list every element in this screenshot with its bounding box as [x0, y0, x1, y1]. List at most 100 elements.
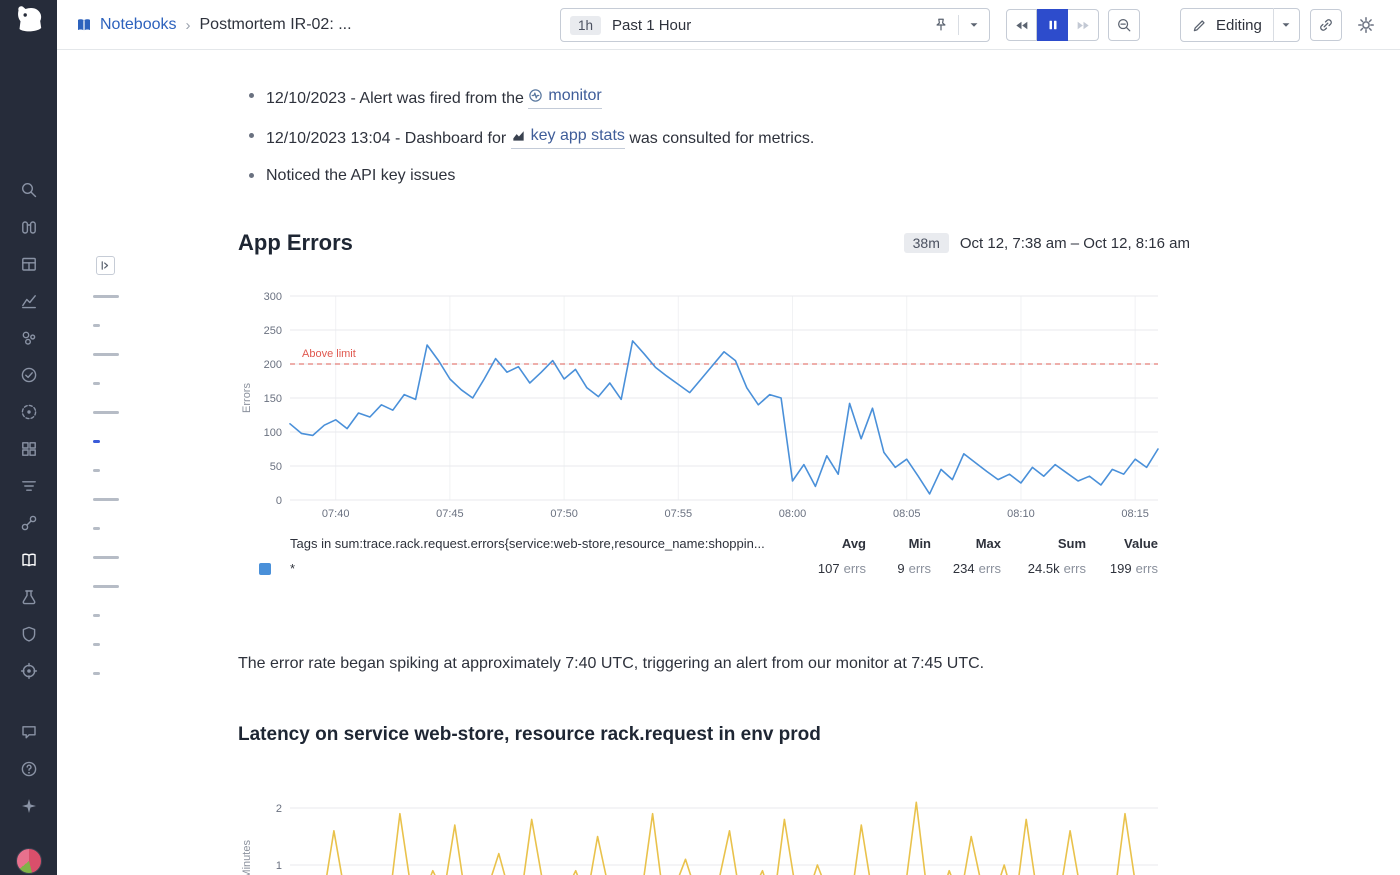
copy-link-button[interactable]: [1310, 9, 1342, 41]
svg-text:07:55: 07:55: [665, 508, 693, 520]
outline-expand-button[interactable]: [96, 256, 115, 275]
legend-row[interactable]: * 107 errs 9 errs 234 errs 24.5k errs 199 errs: [238, 561, 1158, 576]
rewind-icon: [1016, 21, 1028, 29]
rewind-button[interactable]: [1006, 9, 1037, 41]
app-errors-cell-header: App Errors 38m Oct 12, 7:38 am – Oct 12,…: [238, 230, 1190, 256]
outline-mark[interactable]: [93, 382, 100, 385]
pause-button[interactable]: [1037, 9, 1068, 41]
series-swatch: [259, 562, 271, 575]
app-errors-timeseries[interactable]: 0 50 100 150 200 250 300 07:40 07:45 07:50 07:55 08…: [238, 286, 1170, 526]
svg-text:08:10: 08:10: [1007, 508, 1035, 520]
legend-column-header: Max: [975, 536, 1001, 551]
cell-title[interactable]: App Errors: [238, 230, 353, 255]
chart-timerange: Oct 12, 7:38 am – Oct 12, 8:16 am: [959, 234, 1190, 252]
duration-badge: 38m: [903, 233, 949, 253]
outline-mark[interactable]: [93, 353, 119, 356]
avatar[interactable]: [15, 848, 42, 874]
app-errors-chart[interactable]: 0 50 100 150 200 250 300 07:40 07:45 07:50 07:55 08…: [238, 286, 1170, 526]
legend-tags-label: Tags in sum:trace.rack.request.errors{se…: [290, 536, 765, 551]
error-tracking-target-icon[interactable]: [20, 662, 38, 680]
dashboards-icon[interactable]: [20, 255, 38, 273]
search-icon[interactable]: [20, 181, 38, 199]
breadcrumb: Notebooks › Postmortem IR-02: ...: [75, 0, 352, 50]
outline-mark[interactable]: [93, 295, 119, 298]
outline-mark[interactable]: [93, 324, 100, 327]
editing-mode-selector[interactable]: Editing: [1180, 8, 1300, 42]
divider: [958, 15, 959, 35]
legend-value-cell: 9 errs: [897, 561, 931, 576]
outline-mark[interactable]: [93, 440, 100, 443]
notebook-outline-minimap: [93, 295, 119, 701]
legend-column-header: Avg: [841, 536, 866, 551]
logs-filter-icon[interactable]: [20, 477, 38, 495]
editing-caret[interactable]: [1272, 8, 1299, 42]
outline-mark[interactable]: [93, 614, 100, 617]
zoom-out-icon: [1118, 19, 1131, 32]
bullet-text: 12/10/2023 13:04 - Dashboard for: [266, 130, 511, 147]
outline-mark[interactable]: [93, 469, 100, 472]
infrastructure-icon[interactable]: [20, 329, 38, 347]
legend-column-header: Sum: [1057, 536, 1086, 551]
datadog-logo-icon[interactable]: [11, 4, 47, 36]
chevron-down-icon[interactable]: [968, 19, 980, 31]
notebooks-breadcrumb-link[interactable]: Notebooks: [75, 16, 177, 34]
legend-columns: Avg Min Max Sum Value: [786, 536, 1158, 551]
dashboard-link[interactable]: key app stats: [510, 124, 625, 149]
chat-bubble-icon[interactable]: [20, 723, 38, 741]
svg-text:200: 200: [264, 359, 282, 371]
outline-mark[interactable]: [93, 498, 119, 501]
watchdog-binoculars-icon[interactable]: [20, 218, 38, 236]
pin-timeframe-icon[interactable]: [933, 17, 949, 33]
svg-text:07:40: 07:40: [322, 508, 350, 520]
outline-mark[interactable]: [93, 585, 119, 588]
latency-cell-title[interactable]: Latency on service web-store, resource r…: [238, 724, 821, 745]
top-bar: Notebooks › Postmortem IR-02: ... 1h Pas…: [57, 0, 1400, 50]
svg-text:07:45: 07:45: [436, 508, 464, 520]
time-range-badge: 1h: [570, 15, 602, 35]
breadcrumb-app-label: Notebooks: [100, 16, 177, 33]
notebook-paragraph: The error rate began spiking at approxim…: [238, 655, 985, 672]
breadcrumb-separator: ›: [185, 16, 191, 34]
fast-forward-button[interactable]: [1068, 9, 1099, 41]
fast-forward-icon: [1077, 21, 1089, 29]
time-range-selector[interactable]: 1h Past 1 Hour: [560, 8, 990, 42]
monitor-link[interactable]: monitor: [528, 84, 602, 109]
latency-timeseries[interactable]: 012Minutes: [238, 782, 1170, 875]
list-item: 12/10/2023 - Alert was fired from the mo…: [238, 84, 1198, 110]
playback-controls: [1006, 9, 1099, 41]
legend-column-header: Value: [1124, 536, 1158, 551]
synthetics-gauge-icon[interactable]: [20, 403, 38, 421]
service-map-icon[interactable]: [20, 514, 38, 532]
svg-text:50: 50: [270, 461, 282, 473]
legend-value-cell: 24.5k errs: [1027, 561, 1086, 576]
ci-flask-icon[interactable]: [20, 588, 38, 606]
outline-mark[interactable]: [93, 411, 119, 414]
notebook-title[interactable]: Postmortem IR-02: ...: [199, 16, 352, 33]
settings-button[interactable]: [1350, 9, 1382, 41]
security-shield-icon[interactable]: [20, 625, 38, 643]
svg-text:100: 100: [264, 427, 282, 439]
svg-text:08:00: 08:00: [779, 508, 807, 520]
svg-text:07:50: 07:50: [550, 508, 578, 520]
outline-mark[interactable]: [93, 556, 119, 559]
monitor-icon: [529, 89, 543, 102]
outline-mark[interactable]: [93, 527, 100, 530]
integrations-blocks-icon[interactable]: [20, 440, 38, 458]
legend-values: 107 errs 9 errs 234 errs 24.5k errs 199 errs: [786, 561, 1158, 576]
sparkle-icon[interactable]: [20, 797, 38, 815]
metrics-icon[interactable]: [20, 292, 38, 310]
latency-chart[interactable]: 012Minutes: [238, 782, 1170, 875]
notebook-book-icon: [78, 19, 90, 31]
outline-mark[interactable]: [93, 672, 100, 675]
monitors-check-icon[interactable]: [20, 366, 38, 384]
outline-mark[interactable]: [93, 643, 100, 646]
sidebar-nav-secondary: [0, 723, 57, 874]
bullet-text: 12/10/2023 - Alert was fired from the: [266, 90, 529, 107]
svg-text:Above limit: Above limit: [302, 348, 356, 360]
chart-legend: Tags in sum:trace.rack.request.errors{se…: [238, 536, 1158, 576]
help-icon[interactable]: [20, 760, 38, 778]
pencil-icon: [1193, 20, 1205, 32]
zoom-out-button[interactable]: [1108, 9, 1140, 41]
pause-icon: [1049, 20, 1056, 30]
notebooks-book-icon[interactable]: [20, 551, 38, 569]
